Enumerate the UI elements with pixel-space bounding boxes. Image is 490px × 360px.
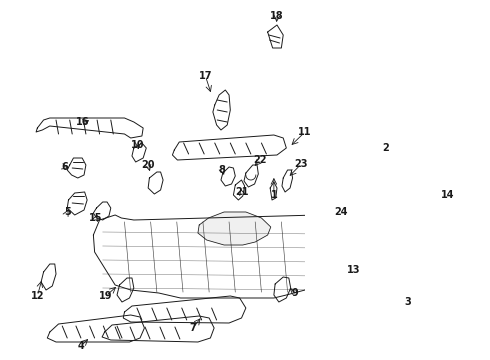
Polygon shape [67, 158, 86, 178]
Polygon shape [41, 264, 56, 290]
Polygon shape [447, 202, 462, 228]
Polygon shape [268, 25, 283, 48]
Text: 2: 2 [383, 143, 389, 153]
Text: 24: 24 [334, 207, 348, 217]
Polygon shape [244, 165, 258, 187]
Text: 20: 20 [142, 160, 155, 170]
Text: 7: 7 [190, 323, 196, 333]
Text: 10: 10 [131, 140, 145, 150]
Polygon shape [270, 182, 277, 200]
Text: 13: 13 [347, 265, 360, 275]
Text: 3: 3 [404, 297, 411, 307]
Polygon shape [102, 316, 214, 342]
Polygon shape [282, 170, 293, 192]
Polygon shape [317, 213, 330, 238]
Text: 15: 15 [89, 213, 102, 223]
Polygon shape [48, 315, 145, 342]
Text: 17: 17 [198, 71, 212, 81]
Polygon shape [221, 167, 235, 186]
Polygon shape [338, 240, 356, 265]
Polygon shape [94, 202, 111, 220]
Text: 12: 12 [30, 291, 44, 301]
Text: 4: 4 [77, 341, 84, 351]
Text: 5: 5 [64, 207, 71, 217]
Text: 22: 22 [253, 155, 267, 165]
Polygon shape [233, 180, 245, 200]
Polygon shape [148, 172, 163, 194]
Text: 14: 14 [441, 190, 455, 200]
Polygon shape [36, 118, 143, 138]
Text: 23: 23 [294, 159, 308, 169]
Polygon shape [274, 277, 291, 302]
Text: 8: 8 [219, 165, 226, 175]
Polygon shape [123, 296, 246, 323]
Text: 16: 16 [76, 117, 90, 127]
Polygon shape [132, 143, 147, 162]
Polygon shape [172, 135, 286, 160]
Polygon shape [117, 278, 134, 302]
Text: 1: 1 [270, 190, 277, 200]
Circle shape [396, 231, 411, 255]
Text: 18: 18 [270, 11, 284, 21]
Polygon shape [213, 90, 230, 130]
Text: 6: 6 [61, 162, 68, 172]
Polygon shape [335, 152, 383, 202]
Polygon shape [94, 215, 336, 298]
Text: 9: 9 [292, 288, 298, 298]
Text: 21: 21 [235, 187, 248, 197]
Text: 11: 11 [298, 127, 312, 137]
Polygon shape [356, 210, 436, 270]
Text: 19: 19 [99, 291, 113, 301]
Polygon shape [67, 192, 87, 215]
Polygon shape [198, 212, 271, 245]
